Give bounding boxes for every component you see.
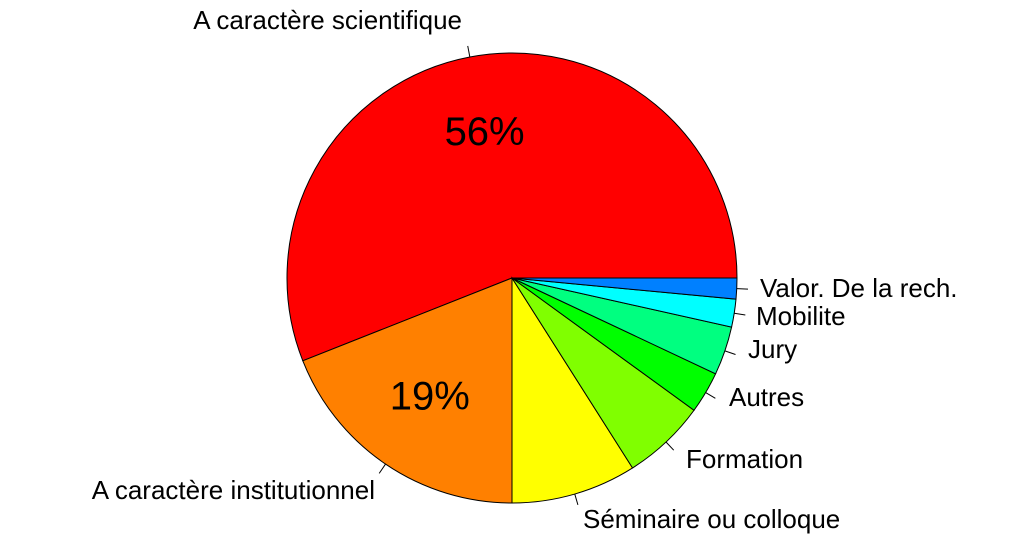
percent-label: 56% xyxy=(445,110,525,154)
pie-slice xyxy=(511,277,738,300)
label-tick xyxy=(467,45,471,58)
label-tick xyxy=(724,350,736,355)
label-tick xyxy=(736,288,749,290)
percent-label: 19% xyxy=(390,375,470,419)
label-tick xyxy=(665,441,675,451)
pie-slice xyxy=(511,276,634,504)
label-tick xyxy=(734,312,746,316)
slice-label: Valor. De la rech. xyxy=(760,273,958,303)
label-tick xyxy=(378,463,386,474)
slice-label: Formation xyxy=(686,444,803,474)
pie-slice xyxy=(286,52,738,362)
label-tick xyxy=(705,392,716,399)
slice-label: Mobilite xyxy=(756,301,846,331)
slice-label: Jury xyxy=(748,334,797,364)
label-tick xyxy=(574,493,579,506)
slice-label: A caractère scientifique xyxy=(193,5,462,35)
slice-label: Autres xyxy=(729,382,804,412)
slice-label: Séminaire ou colloque xyxy=(583,504,840,534)
slice-label: A caractère institutionnel xyxy=(92,475,375,505)
